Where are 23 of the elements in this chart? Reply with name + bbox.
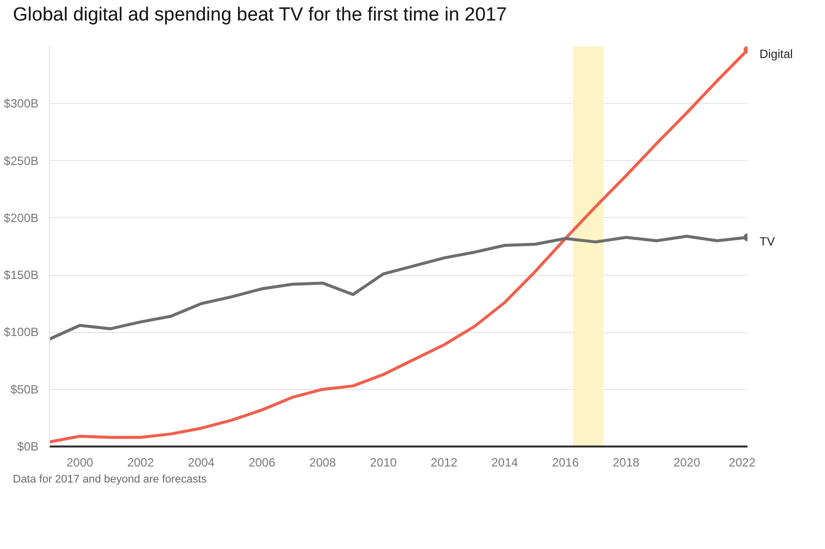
x-tick-label: 2020 bbox=[673, 456, 700, 470]
x-tick-label: 2010 bbox=[370, 456, 397, 470]
x-tick-label: 2004 bbox=[188, 456, 215, 470]
series-label: TV bbox=[760, 234, 775, 248]
y-tick-label: $50B bbox=[10, 382, 39, 396]
y-tick-label: $100B bbox=[4, 325, 39, 340]
series-label: Digital bbox=[760, 46, 793, 61]
x-tick-label: 2008 bbox=[309, 456, 336, 470]
x-tick-label: 2000 bbox=[66, 456, 94, 470]
y-tick-label: $0B bbox=[17, 440, 39, 454]
x-tick-label: 2016 bbox=[552, 456, 580, 470]
x-tick-label: 2012 bbox=[430, 456, 458, 470]
chart-title: Global digital ad spending beat TV for the first time in 2017 bbox=[12, 4, 507, 26]
y-tick-label: $200B bbox=[4, 210, 39, 225]
x-tick-label: 2006 bbox=[248, 456, 276, 470]
x-tick-label: 2002 bbox=[127, 456, 154, 470]
x-tick-label: 2018 bbox=[612, 456, 640, 470]
y-tick-label: $300B bbox=[4, 96, 39, 111]
y-tick-label: $250B bbox=[4, 154, 39, 168]
x-tick-label: 2022 bbox=[728, 456, 756, 470]
x-tick-label: 2014 bbox=[491, 456, 518, 470]
text: Data for 2017 and beyond are forecasts bbox=[12, 474, 208, 486]
y-tick-label: $150B bbox=[4, 268, 39, 282]
